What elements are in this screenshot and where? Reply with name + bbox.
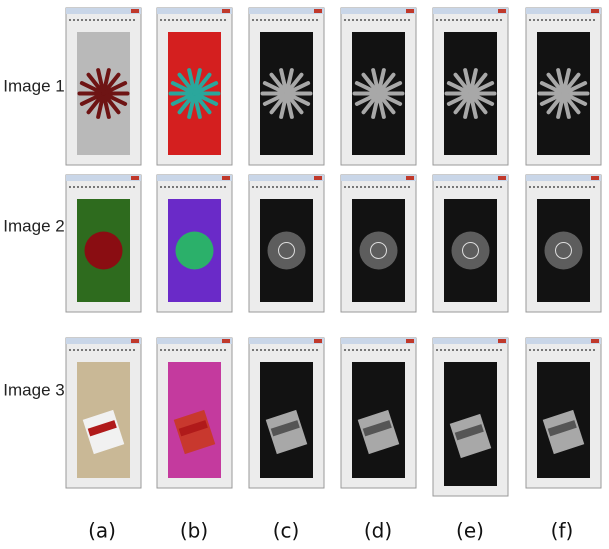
title-bar xyxy=(249,338,324,344)
rose xyxy=(268,232,306,270)
title-bar xyxy=(341,8,416,14)
title-bar xyxy=(249,175,324,181)
row-label: Image 2 xyxy=(3,216,64,235)
column-label: (e) xyxy=(456,519,484,543)
rose xyxy=(452,232,490,270)
row-label: Image 1 xyxy=(3,76,64,95)
close-button xyxy=(406,9,414,13)
close-button xyxy=(498,339,506,343)
rose xyxy=(360,232,398,270)
close-button xyxy=(591,9,599,13)
column-label: (d) xyxy=(364,519,392,543)
column-label: (b) xyxy=(180,519,208,543)
close-button xyxy=(406,176,414,180)
close-button xyxy=(498,9,506,13)
close-button xyxy=(406,339,414,343)
title-bar xyxy=(433,8,508,14)
column-label: (f) xyxy=(551,519,574,543)
close-button xyxy=(498,176,506,180)
close-button xyxy=(591,339,599,343)
column-label: (c) xyxy=(273,519,300,543)
column-label: (a) xyxy=(88,519,116,543)
title-bar xyxy=(157,175,232,181)
title-bar xyxy=(433,175,508,181)
rose xyxy=(176,232,214,270)
close-button xyxy=(222,339,230,343)
rose xyxy=(545,232,583,270)
title-bar xyxy=(526,175,601,181)
title-bar xyxy=(157,338,232,344)
close-button xyxy=(591,176,599,180)
close-button xyxy=(314,176,322,180)
title-bar xyxy=(249,8,324,14)
rose xyxy=(85,232,123,270)
close-button xyxy=(131,9,139,13)
close-button xyxy=(222,176,230,180)
figure: Image 1 Image 2 Image 3 (a) (b) (c) (d) … xyxy=(0,0,609,549)
title-bar xyxy=(341,175,416,181)
title-bar xyxy=(66,338,141,344)
title-bar xyxy=(66,175,141,181)
title-bar xyxy=(341,338,416,344)
title-bar xyxy=(66,8,141,14)
title-bar xyxy=(157,8,232,14)
close-button xyxy=(314,9,322,13)
close-button xyxy=(131,176,139,180)
close-button xyxy=(222,9,230,13)
title-bar xyxy=(433,338,508,344)
row-label: Image 3 xyxy=(3,380,64,399)
title-bar xyxy=(526,338,601,344)
close-button xyxy=(314,339,322,343)
close-button xyxy=(131,339,139,343)
title-bar xyxy=(526,8,601,14)
